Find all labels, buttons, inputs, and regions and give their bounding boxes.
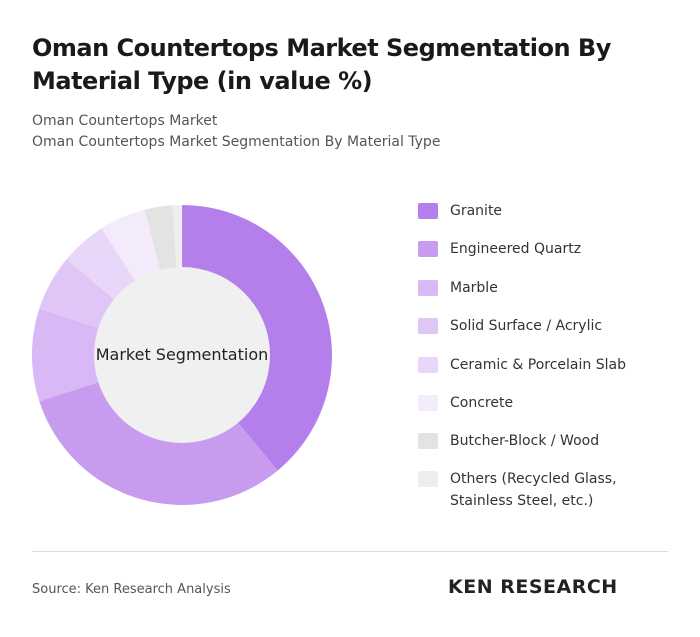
legend-label: Butcher-Block / Wood (450, 433, 600, 449)
chart-title: Oman Countertops Market Segmentation By … (32, 34, 611, 95)
legend-label: Others (Recycled Glass, Stainless Steel,… (450, 471, 617, 509)
donut-chart: Market Segmentation (32, 205, 332, 506)
subtitle: Oman Countertops Market (32, 113, 218, 129)
divider (32, 551, 668, 552)
donut-hole (94, 267, 270, 443)
center-label: Market Segmentation (96, 345, 269, 364)
legend-swatch (418, 471, 438, 487)
legend-swatch (418, 203, 438, 219)
legend-swatch (418, 318, 438, 334)
subtitle: Oman Countertops Market Segmentation By … (32, 134, 441, 150)
legend-label: Engineered Quartz (450, 241, 582, 257)
legend-label: Solid Surface / Acrylic (450, 318, 603, 334)
source: Source: Ken Research Analysis (32, 582, 231, 597)
legend-swatch (418, 357, 438, 373)
legend-label: Concrete (450, 395, 514, 411)
legend-label: Marble (450, 280, 498, 296)
legend-label: Ceramic & Porcelain Slab (450, 357, 626, 373)
legend-swatch (418, 395, 438, 411)
legend-label: Granite (450, 203, 503, 219)
logo: KEN RESEARCH (448, 576, 618, 598)
legend-swatch (418, 433, 438, 449)
legend-swatch (418, 280, 438, 296)
legend-swatch (418, 241, 438, 257)
